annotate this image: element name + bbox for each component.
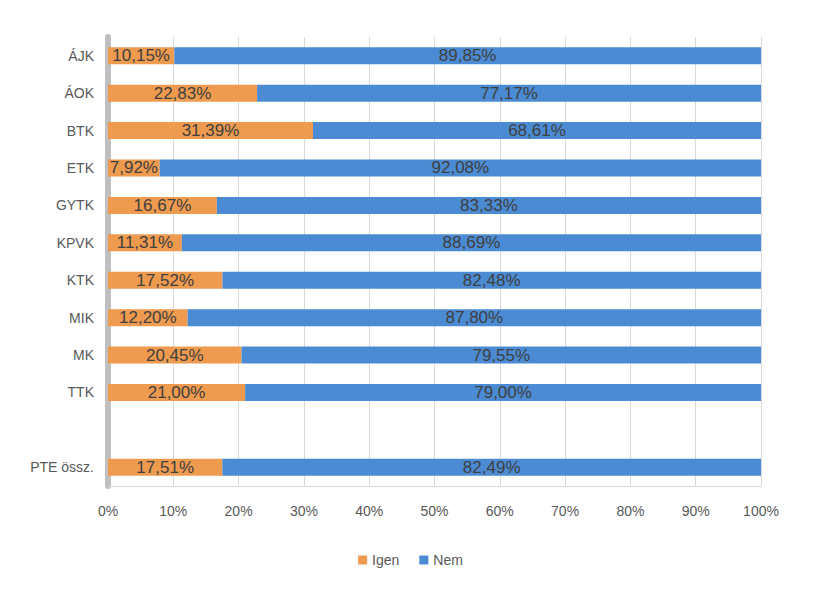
svg-text:22,83%: 22,83% — [154, 84, 212, 103]
svg-text:Igen: Igen — [372, 552, 399, 568]
svg-text:82,48%: 82,48% — [463, 271, 521, 290]
svg-text:31,39%: 31,39% — [182, 121, 240, 140]
svg-text:40%: 40% — [355, 503, 383, 519]
svg-text:7,92%: 7,92% — [110, 158, 158, 177]
svg-text:80%: 80% — [616, 503, 644, 519]
svg-text:92,08%: 92,08% — [432, 158, 490, 177]
svg-text:11,31%: 11,31% — [117, 233, 173, 252]
svg-text:87,80%: 87,80% — [445, 308, 503, 327]
svg-text:10%: 10% — [159, 503, 187, 519]
svg-text:BTK: BTK — [67, 123, 95, 139]
svg-text:10,15%: 10,15% — [112, 46, 170, 65]
svg-text:PTE össz.: PTE össz. — [30, 459, 94, 475]
svg-text:60%: 60% — [486, 503, 514, 519]
svg-text:GYTK: GYTK — [56, 197, 95, 213]
svg-text:79,55%: 79,55% — [472, 346, 530, 365]
svg-text:KPVK: KPVK — [57, 235, 95, 251]
svg-text:20,45%: 20,45% — [146, 346, 204, 365]
svg-text:17,52%: 17,52% — [136, 271, 194, 290]
svg-text:88,69%: 88,69% — [443, 233, 501, 252]
svg-text:79,00%: 79,00% — [474, 383, 532, 402]
svg-text:83,33%: 83,33% — [460, 196, 518, 215]
svg-text:ÁOK: ÁOK — [64, 85, 94, 101]
svg-text:89,85%: 89,85% — [439, 46, 497, 65]
svg-text:20%: 20% — [225, 503, 253, 519]
svg-text:50%: 50% — [420, 503, 448, 519]
svg-text:MK: MK — [73, 347, 95, 363]
svg-text:ETK: ETK — [67, 160, 95, 176]
svg-text:77,17%: 77,17% — [480, 84, 538, 103]
svg-text:0%: 0% — [98, 503, 118, 519]
svg-text:TTK: TTK — [68, 384, 95, 400]
svg-text:ÁJK: ÁJK — [68, 48, 94, 64]
svg-text:MIK: MIK — [69, 310, 95, 326]
svg-text:70%: 70% — [551, 503, 579, 519]
svg-text:16,67%: 16,67% — [134, 196, 192, 215]
svg-text:Nem: Nem — [433, 552, 463, 568]
svg-text:82,49%: 82,49% — [463, 458, 521, 477]
svg-text:12,20%: 12,20% — [119, 308, 177, 327]
svg-text:KTK: KTK — [67, 272, 95, 288]
svg-text:17,51%: 17,51% — [136, 458, 194, 477]
svg-text:21,00%: 21,00% — [148, 383, 206, 402]
svg-text:90%: 90% — [682, 503, 710, 519]
svg-text:30%: 30% — [290, 503, 318, 519]
svg-text:68,61%: 68,61% — [508, 121, 566, 140]
svg-text:100%: 100% — [743, 503, 779, 519]
